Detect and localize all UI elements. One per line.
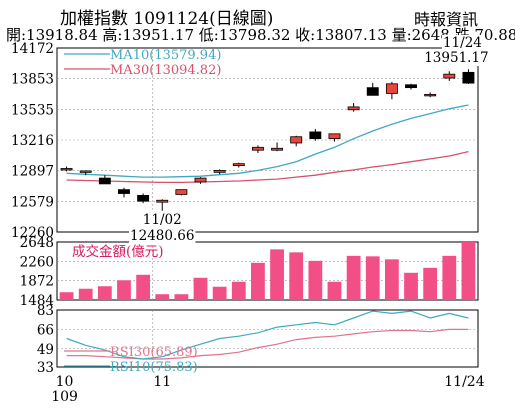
x-tick-label: 10 [56, 374, 74, 390]
candle-body [271, 147, 284, 151]
price-y-tick-label: 13535 [11, 102, 54, 118]
rsi-y-tick-label: 33 [37, 360, 54, 376]
rsi-y-tick-label: 49 [37, 342, 54, 358]
legend-label-ma0: MA10(13579.94) [110, 48, 221, 63]
price-y-tick-label: 12579 [11, 194, 54, 210]
ohlc-summary: 開:13918.84 高:13951.17 低:13798.32 收:13807… [6, 26, 515, 44]
legend-label-rsi0: RSI30(65.89) [110, 345, 198, 360]
volume-y-tick-label: 2648 [20, 235, 54, 251]
rsi-panel-frame [56, 309, 479, 368]
candle-body [405, 84, 417, 89]
volume-bar [442, 255, 457, 300]
legend-label-ma1: MA30(13094.82) [110, 63, 221, 78]
x-tick-label: 11 [153, 374, 171, 390]
volume-bar [231, 281, 246, 300]
ma-line-1 [66, 150, 469, 184]
annotation-bg [441, 35, 483, 51]
volume-bar [384, 259, 399, 300]
candle-body [424, 93, 437, 97]
volume-bar [289, 252, 304, 300]
price-annotation: 11/02 [143, 212, 182, 228]
volume-y-tick-label: 1872 [20, 274, 54, 290]
candle-body [175, 189, 188, 195]
candle-body [309, 131, 322, 140]
candle-body [290, 136, 303, 144]
candle-body [251, 146, 264, 151]
rsi-y-tick-label: 83 [37, 303, 54, 319]
price-y-tick-label: 13216 [11, 133, 54, 149]
price-y-tick-label: 14172 [11, 41, 54, 57]
candle-body [156, 199, 169, 203]
volume-bar [174, 294, 189, 300]
price-y-tick-label: 12260 [11, 225, 54, 241]
volume-bar [136, 274, 151, 300]
candle-body [366, 87, 379, 96]
candle-body [328, 133, 341, 140]
legend-label-rsi1: RSI10(75.83) [110, 360, 198, 375]
annotation-bg [129, 228, 196, 244]
price-annotation: 12480.66 [130, 228, 194, 244]
candle-body [194, 177, 207, 183]
annotation-bg [141, 212, 183, 228]
chart-title: 加權指數 1091124(日線圖) [60, 9, 274, 29]
x-tick-label: 11/24 [444, 374, 484, 390]
volume-bar [193, 277, 208, 300]
price-annotation: 13951.17 [424, 50, 488, 66]
volume-bar [155, 294, 170, 300]
source-label: 時報資訊 [414, 10, 479, 29]
candle-body [385, 83, 398, 94]
volume-bar [346, 255, 361, 300]
candle-body [232, 163, 245, 166]
rsi-y-tick-label: 66 [37, 322, 54, 338]
volume-bar [212, 286, 227, 300]
volume-bar [78, 288, 93, 300]
volume-bar [365, 256, 380, 300]
volume-bar [308, 260, 323, 300]
ma-line-0 [66, 104, 469, 178]
candle-body [79, 170, 92, 173]
candle-body [443, 73, 456, 79]
candle-body [137, 195, 150, 202]
candle-body [60, 168, 73, 171]
volume-y-tick-label: 1484 [20, 293, 54, 309]
candle-body [347, 106, 360, 111]
volume-bar [97, 286, 112, 300]
candle-body [98, 177, 111, 185]
volume-bar [327, 281, 342, 300]
volume-bar [423, 267, 438, 300]
price-y-tick-label: 12897 [11, 164, 54, 180]
annotation-bg [423, 50, 490, 66]
candle-body [118, 189, 130, 194]
volume-panel-frame [56, 241, 479, 301]
price-annotation: 11/24 [443, 35, 482, 51]
price-y-tick-label: 13853 [11, 72, 54, 88]
x-tick-label: 109 [51, 389, 78, 405]
volume-bar [404, 272, 418, 300]
volume-y-tick-label: 2260 [20, 254, 54, 270]
candle-body [213, 170, 226, 173]
candle-body [462, 71, 475, 84]
volume-bar [59, 292, 74, 300]
rsi-line-1 [66, 310, 469, 360]
volume-bar [117, 280, 131, 300]
volume-bar [461, 242, 476, 300]
volume-title: 成交金額(億元) [72, 243, 164, 260]
volume-bar [251, 262, 265, 300]
volume-bar [270, 249, 284, 300]
